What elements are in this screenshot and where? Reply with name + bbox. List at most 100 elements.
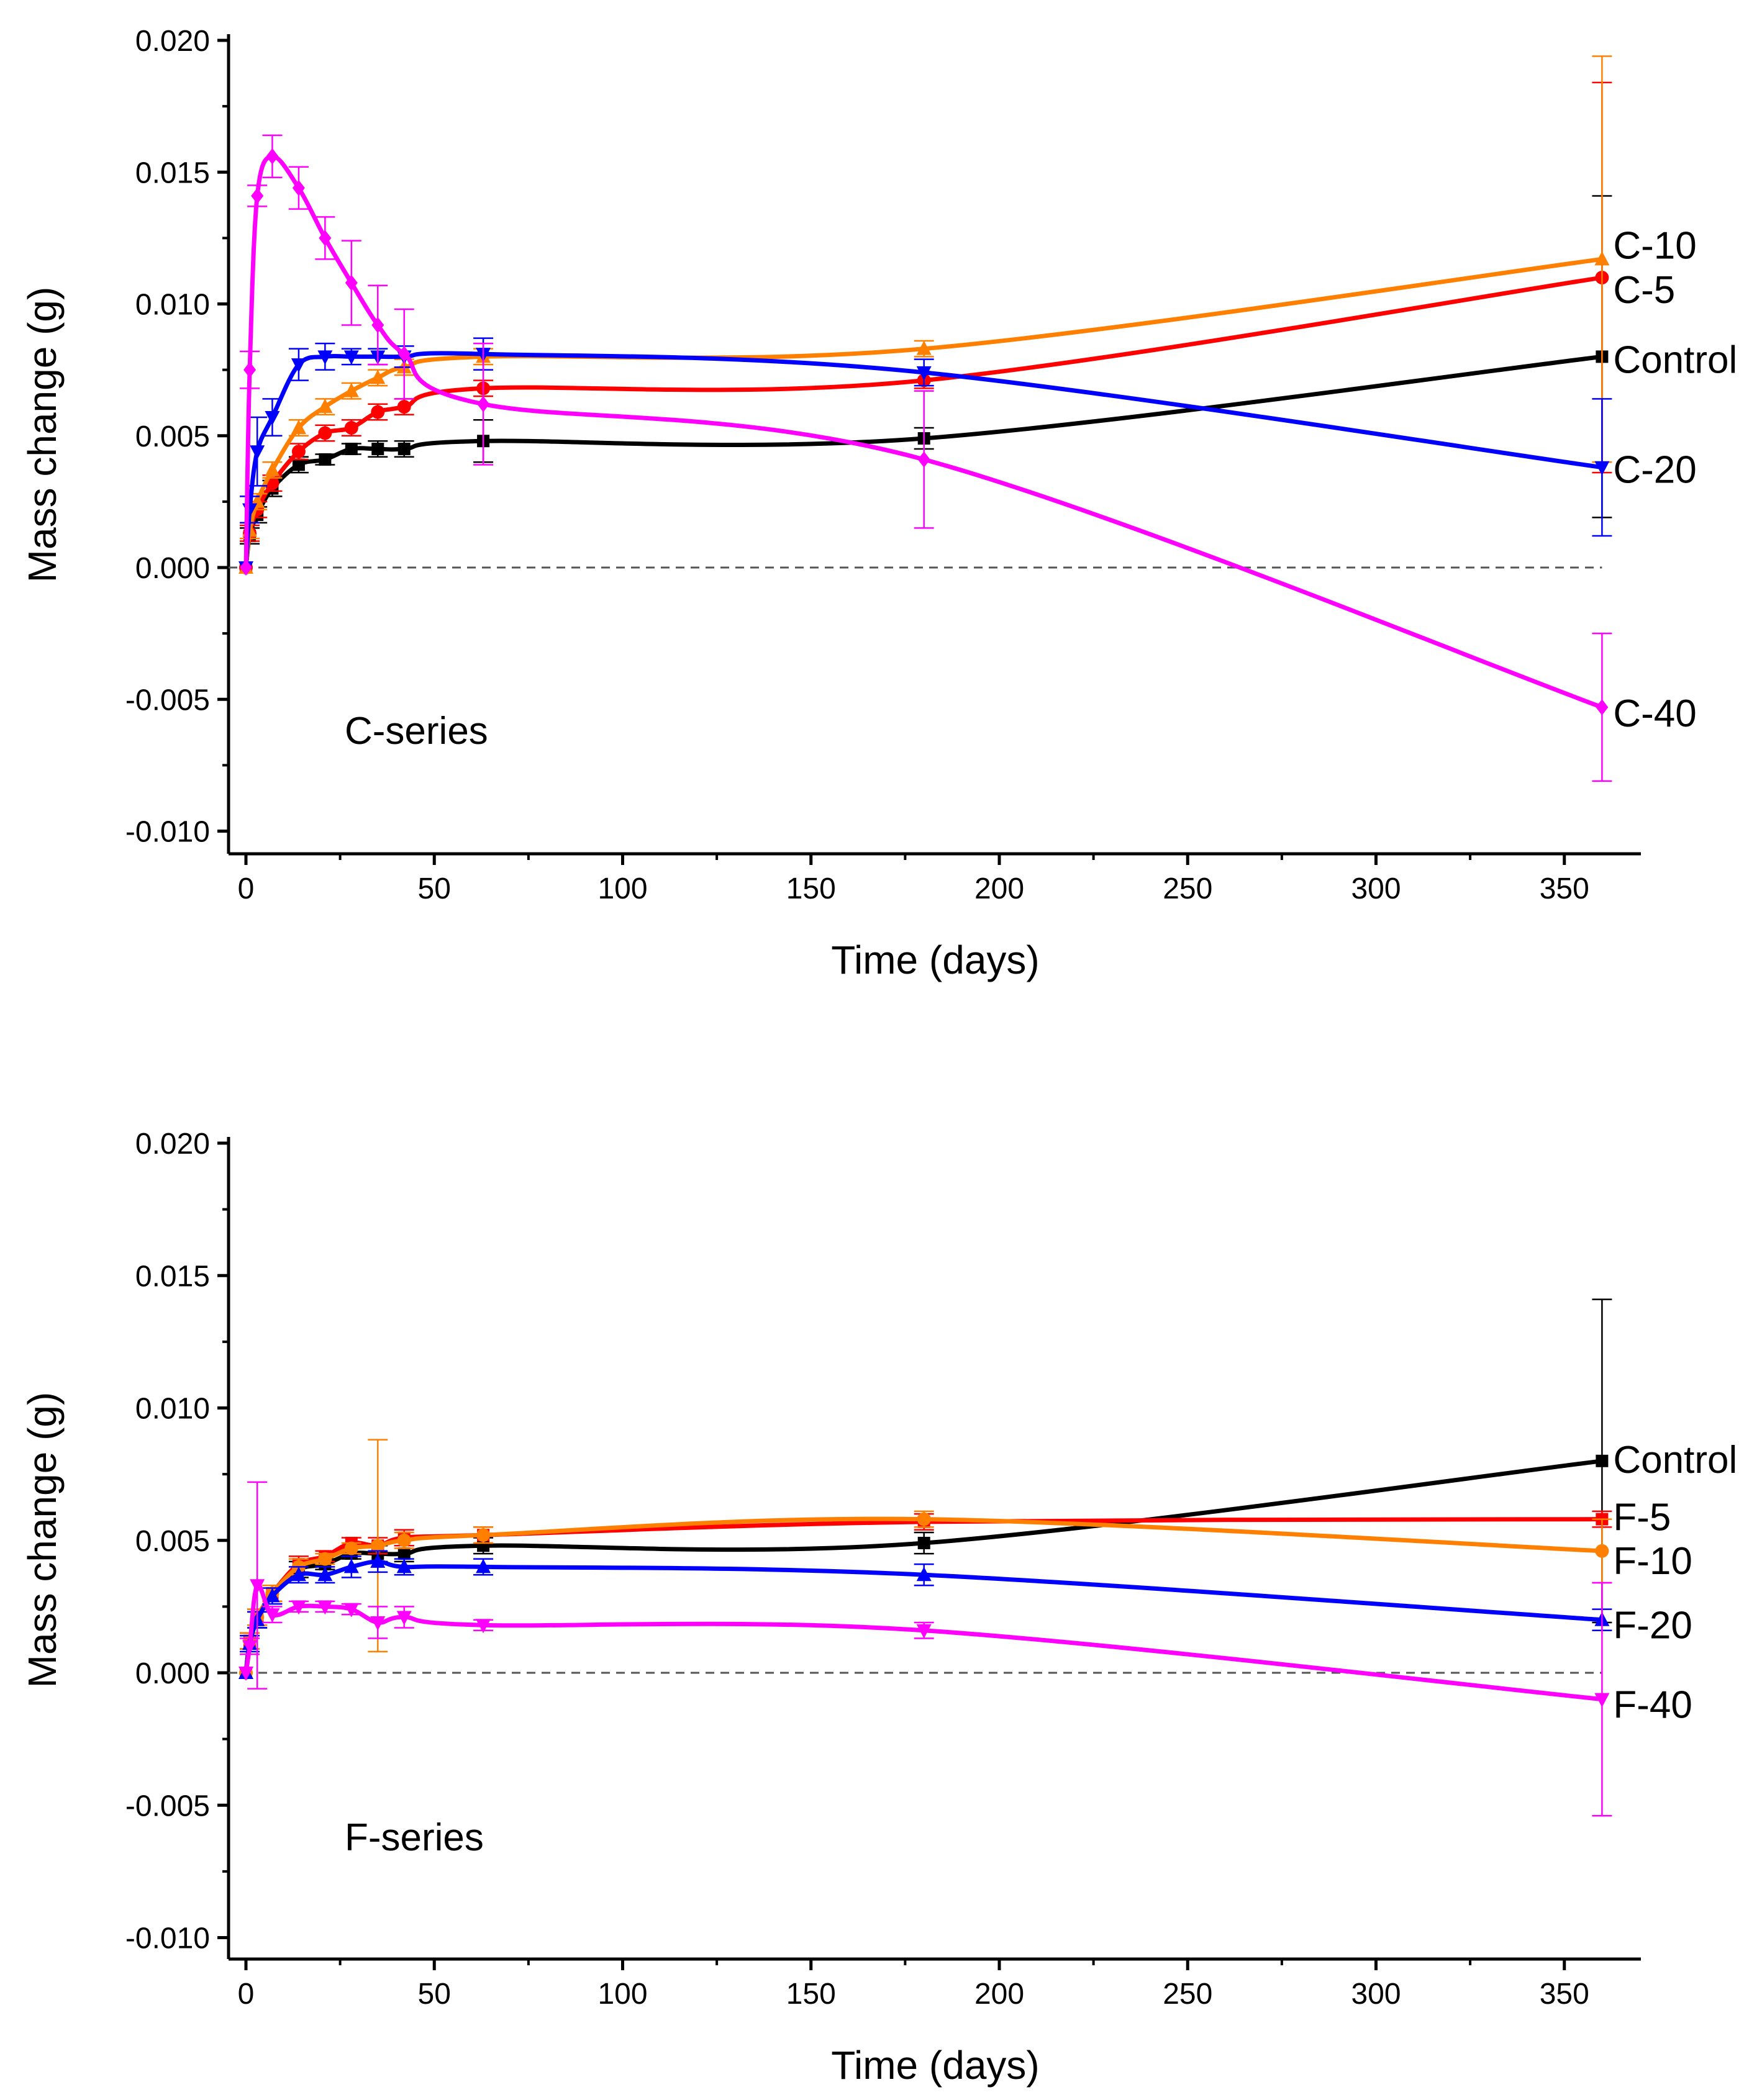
data-point bbox=[317, 399, 333, 414]
data-point bbox=[1594, 461, 1610, 476]
data-point bbox=[343, 1603, 359, 1618]
data-point bbox=[371, 405, 385, 419]
y-tick-label: 0.000 bbox=[135, 1657, 210, 1690]
x-tick-label: 50 bbox=[418, 872, 451, 905]
series-f-20: F-20 bbox=[238, 1550, 1692, 1679]
data-point bbox=[265, 1588, 280, 1603]
data-point bbox=[318, 426, 332, 440]
series-end-label: F-20 bbox=[1613, 1604, 1692, 1647]
series-control: Control bbox=[240, 1298, 1737, 1679]
y-tick-label: 0.020 bbox=[135, 25, 210, 58]
data-point bbox=[318, 1552, 332, 1566]
data-point bbox=[240, 559, 252, 576]
series-line bbox=[243, 1582, 1602, 1702]
data-point bbox=[345, 274, 358, 291]
data-point bbox=[317, 1567, 333, 1582]
data-point bbox=[397, 1533, 411, 1547]
x-tick-label: 200 bbox=[974, 872, 1024, 905]
series-end-label: Control bbox=[1613, 1439, 1737, 1482]
data-point bbox=[917, 451, 930, 468]
series-end-label: C-40 bbox=[1613, 692, 1696, 735]
x-axis-label: Time (days) bbox=[831, 2043, 1039, 2088]
data-point bbox=[371, 1539, 385, 1553]
data-point bbox=[344, 1541, 358, 1555]
data-point bbox=[292, 179, 305, 196]
data-point bbox=[319, 453, 332, 466]
data-point bbox=[917, 1537, 930, 1550]
series-c-5: C-5 bbox=[239, 81, 1675, 574]
data-point bbox=[477, 396, 490, 412]
x-tick-label: 300 bbox=[1351, 1978, 1401, 2011]
y-tick-label: -0.005 bbox=[125, 1790, 210, 1822]
data-point bbox=[916, 1567, 932, 1582]
data-point bbox=[238, 1667, 253, 1681]
data-point bbox=[317, 350, 333, 365]
y-axis-label: Mass change (g) bbox=[20, 287, 65, 583]
series-end-label: C-10 bbox=[1613, 224, 1696, 267]
x-tick-label: 50 bbox=[418, 1978, 451, 2011]
y-tick-label: 0.010 bbox=[135, 289, 210, 322]
data-point bbox=[251, 188, 264, 204]
y-tick-label: 0.010 bbox=[135, 1393, 210, 1426]
data-point bbox=[265, 1608, 280, 1623]
series-end-label: F-5 bbox=[1613, 1496, 1671, 1539]
data-point bbox=[476, 1619, 491, 1634]
x-tick-label: 350 bbox=[1540, 872, 1589, 905]
data-point bbox=[476, 1528, 491, 1542]
data-point bbox=[370, 1553, 386, 1568]
chart-f-series: F-series Time (days) Mass change (g) -0.… bbox=[20, 1128, 1737, 2088]
data-point bbox=[319, 230, 332, 247]
series-control: Control bbox=[240, 195, 1737, 574]
series-f-40: F-40 bbox=[238, 1481, 1692, 1817]
data-point bbox=[291, 358, 306, 373]
series-end-label: Control bbox=[1613, 338, 1737, 381]
data-point bbox=[292, 458, 305, 471]
data-point bbox=[291, 1567, 306, 1582]
data-point bbox=[1595, 1544, 1609, 1558]
y-tick-label: 0.000 bbox=[135, 552, 210, 585]
series-c-10: C-10 bbox=[238, 55, 1697, 574]
x-tick-label: 100 bbox=[597, 1978, 647, 2011]
data-point bbox=[266, 148, 279, 165]
data-point bbox=[397, 1547, 411, 1560]
data-point bbox=[1594, 1693, 1610, 1708]
x-tick-label: 0 bbox=[238, 1978, 255, 2011]
y-tick-label: -0.010 bbox=[125, 1922, 210, 1955]
data-point bbox=[243, 361, 257, 378]
data-point bbox=[916, 1624, 932, 1639]
x-tick-label: 100 bbox=[597, 872, 647, 905]
x-tick-label: 250 bbox=[1163, 1978, 1212, 2011]
x-tick-label: 150 bbox=[786, 872, 836, 905]
data-point bbox=[345, 442, 358, 455]
series-end-label: F-40 bbox=[1613, 1684, 1692, 1727]
panel-label: F-series bbox=[345, 1816, 484, 1859]
data-point bbox=[291, 420, 306, 435]
data-point bbox=[265, 411, 280, 426]
data-point bbox=[291, 445, 306, 459]
y-tick-label: -0.005 bbox=[125, 684, 210, 717]
data-point bbox=[370, 369, 386, 384]
y-tick-label: 0.015 bbox=[135, 1260, 210, 1293]
data-point bbox=[396, 1611, 412, 1626]
series-end-label: F-10 bbox=[1613, 1540, 1692, 1583]
chart-c-series: C-series Time (days) Mass change (g) -0.… bbox=[20, 25, 1737, 982]
data-point bbox=[265, 461, 280, 476]
x-axis-label: Time (days) bbox=[831, 938, 1039, 982]
data-point bbox=[370, 1616, 386, 1631]
data-point bbox=[397, 346, 411, 363]
data-point bbox=[343, 350, 359, 365]
data-point bbox=[250, 1579, 265, 1594]
data-point bbox=[1596, 1454, 1609, 1467]
data-point bbox=[917, 1512, 931, 1526]
data-point bbox=[317, 1600, 333, 1615]
y-tick-label: 0.005 bbox=[135, 420, 210, 453]
x-tick-label: 350 bbox=[1540, 1978, 1589, 2011]
data-point bbox=[250, 445, 265, 460]
y-tick-label: 0.015 bbox=[135, 156, 210, 189]
series-c-40: C-40 bbox=[240, 134, 1697, 782]
data-point bbox=[343, 1559, 359, 1573]
data-point bbox=[1596, 699, 1609, 715]
data-point bbox=[397, 442, 411, 455]
data-point bbox=[916, 340, 932, 355]
